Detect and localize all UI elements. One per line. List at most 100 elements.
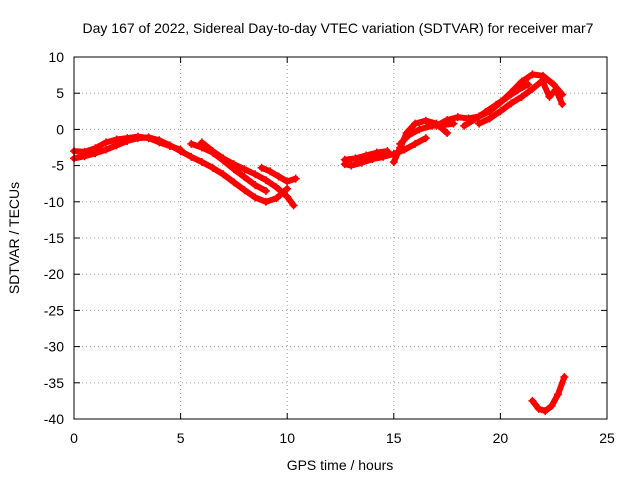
data-point	[208, 163, 217, 172]
data-point	[404, 131, 413, 140]
grid	[74, 57, 607, 419]
data-point	[283, 177, 292, 186]
series-arc-6	[257, 163, 300, 186]
data-point	[389, 157, 398, 166]
data-point	[80, 147, 89, 156]
data-point	[560, 373, 569, 382]
data-point	[240, 186, 249, 195]
data-point	[197, 157, 206, 166]
y-tick-label: -25	[44, 302, 64, 318]
data-point	[539, 78, 548, 87]
y-tick-label: -30	[44, 339, 64, 355]
data-point	[112, 135, 121, 144]
data-point	[528, 70, 537, 79]
data-point	[475, 119, 484, 128]
data-point	[524, 80, 533, 89]
data-point	[547, 401, 556, 410]
series-arc-4	[187, 139, 270, 195]
data-point	[517, 77, 526, 86]
data-point	[208, 147, 217, 156]
chart-title: Day 167 of 2022, Sidereal Day-to-day VTE…	[83, 20, 594, 36]
data-point	[283, 192, 292, 201]
series-arc-14	[539, 78, 567, 109]
y-tick-label: -20	[44, 266, 64, 282]
data-point	[443, 129, 452, 138]
y-tick-label: -5	[52, 158, 65, 174]
data-series	[70, 70, 569, 416]
data-point	[549, 80, 558, 89]
data-point	[187, 139, 196, 148]
data-point	[485, 114, 494, 123]
data-point	[229, 160, 238, 169]
data-point	[123, 134, 132, 143]
x-tick-label: 25	[599, 430, 615, 446]
data-point	[283, 184, 292, 193]
y-tick-label: -35	[44, 375, 64, 391]
series-arc-8	[340, 147, 392, 164]
data-point	[219, 154, 228, 163]
series-line	[198, 139, 297, 209]
data-point	[507, 99, 516, 108]
data-point	[453, 113, 462, 122]
data-point	[502, 93, 511, 102]
data-point	[133, 132, 142, 141]
data-point	[470, 115, 479, 124]
data-point	[513, 86, 522, 95]
x-tick-label: 0	[70, 430, 78, 446]
data-point	[443, 115, 452, 124]
data-point	[251, 193, 260, 202]
axis-ticks: 0 5 10 15 20 25 -40 -35 -30 -25 -20 -15 -10 -5 0 5 10	[44, 49, 615, 446]
x-tick-label: 5	[177, 430, 185, 446]
data-point	[187, 152, 196, 161]
data-point	[101, 145, 110, 154]
data-point	[272, 194, 281, 203]
data-point	[528, 396, 537, 405]
data-point	[261, 197, 270, 206]
data-point	[545, 92, 554, 101]
data-point	[257, 163, 266, 172]
y-tick-label: 5	[56, 85, 64, 101]
data-point	[219, 170, 228, 179]
data-point	[347, 161, 356, 170]
data-point	[176, 147, 185, 156]
data-point	[553, 390, 562, 399]
data-point	[362, 151, 371, 160]
series-line	[188, 140, 269, 194]
data-point	[261, 176, 270, 185]
data-point	[411, 139, 420, 148]
data-point	[274, 172, 283, 181]
data-point	[291, 174, 300, 183]
series-arc-2	[70, 132, 185, 156]
y-tick-label: 10	[48, 49, 64, 65]
y-tick-label: -10	[44, 194, 64, 210]
data-point	[272, 183, 281, 192]
y-tick-label: -15	[44, 230, 64, 246]
data-point	[357, 158, 366, 167]
data-point	[528, 84, 537, 93]
data-point	[261, 186, 270, 195]
data-point	[421, 134, 430, 143]
series-arc-5	[197, 138, 298, 210]
series-arc-15	[528, 373, 569, 416]
data-point	[383, 147, 392, 156]
data-point	[415, 125, 424, 134]
data-point	[551, 85, 560, 94]
data-point	[351, 154, 360, 163]
data-point	[558, 100, 567, 109]
series-arc-13	[460, 80, 533, 130]
data-point	[251, 181, 260, 190]
series-arc-12	[475, 76, 548, 128]
data-point	[155, 138, 164, 147]
data-point	[372, 148, 381, 157]
data-point	[266, 167, 275, 176]
data-point	[101, 138, 110, 147]
series-line	[177, 148, 291, 205]
plot-frame	[73, 56, 608, 420]
data-point	[492, 100, 501, 109]
data-point	[432, 121, 441, 130]
y-tick-label: 0	[56, 121, 64, 137]
y-tick-label: -40	[44, 411, 64, 427]
series-line	[529, 374, 568, 414]
x-tick-label: 15	[386, 430, 402, 446]
